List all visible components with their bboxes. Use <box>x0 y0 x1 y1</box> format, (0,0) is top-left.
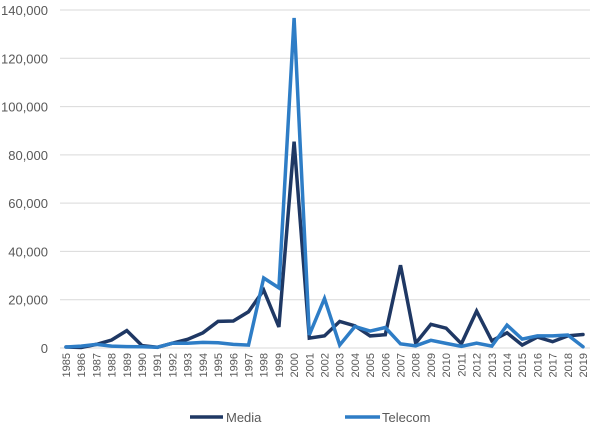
x-tick-label: 1994 <box>198 353 210 377</box>
y-tick-label: 80,000 <box>8 148 48 163</box>
legend-label-telecom: Telecom <box>382 410 430 425</box>
x-tick-label: 1995 <box>213 353 225 377</box>
x-tick-label: 1986 <box>76 353 88 377</box>
gridlines <box>60 9 590 349</box>
x-tick-label: 1990 <box>137 353 149 377</box>
x-tick-label: 1989 <box>122 353 134 377</box>
x-tick-label: 1992 <box>167 353 179 377</box>
x-tick-label: 2010 <box>441 353 453 377</box>
x-tick-label: 2005 <box>365 353 377 377</box>
plot-area <box>64 17 585 350</box>
x-tick-label: 2007 <box>396 353 408 377</box>
x-tick-label: 2018 <box>563 353 575 377</box>
y-tick-label: 120,000 <box>1 51 48 66</box>
x-tick-label: 1991 <box>152 353 164 377</box>
y-axis: 0 20,000 40,000 60,000 80,000 100,000 120,000 1… <box>1 3 48 356</box>
y-tick-label: 60,000 <box>8 196 48 211</box>
x-tick-label: 1997 <box>243 353 255 377</box>
x-tick-label: 2015 <box>517 353 529 377</box>
x-tick-label: 2006 <box>380 353 392 377</box>
x-tick-label: 1993 <box>183 353 195 377</box>
x-tick-label: 2013 <box>487 353 499 377</box>
x-tick-label: 2012 <box>472 353 484 377</box>
y-tick-label: 100,000 <box>1 100 48 115</box>
x-tick-label: 1987 <box>91 353 103 377</box>
y-tick-label: 0 <box>41 341 48 356</box>
x-tick-label: 2000 <box>289 353 301 377</box>
x-tick-label: 2016 <box>532 353 544 377</box>
legend: Media Telecom <box>190 410 430 425</box>
x-tick-label: 2017 <box>548 353 560 377</box>
x-tick-label: 1999 <box>274 353 286 377</box>
x-tick-label: 2003 <box>335 353 347 377</box>
x-tick-label: 2001 <box>304 353 316 377</box>
x-axis: 1985 1986 1987 1988 1989 1990 1991 1992 1993 1994… <box>61 353 590 377</box>
y-tick-label: 40,000 <box>8 244 48 259</box>
x-tick-label: 1998 <box>259 353 271 377</box>
x-tick-label: 1988 <box>107 353 119 377</box>
x-tick-label: 2002 <box>320 353 332 377</box>
x-tick-label: 2009 <box>426 353 438 377</box>
x-tick-label: 2004 <box>350 353 362 377</box>
x-tick-label: 2011 <box>456 353 468 377</box>
y-tick-label: 20,000 <box>8 293 48 308</box>
x-tick-label: 2008 <box>411 353 423 377</box>
series-line-telecom <box>64 17 585 350</box>
y-tick-label: 140,000 <box>1 3 48 18</box>
legend-label-media: Media <box>226 410 262 425</box>
x-tick-label: 1985 <box>61 353 73 377</box>
x-tick-label: 2014 <box>502 353 514 377</box>
x-tick-label: 2019 <box>578 353 590 377</box>
x-tick-label: 1996 <box>228 353 240 377</box>
series-line-media <box>64 141 585 350</box>
